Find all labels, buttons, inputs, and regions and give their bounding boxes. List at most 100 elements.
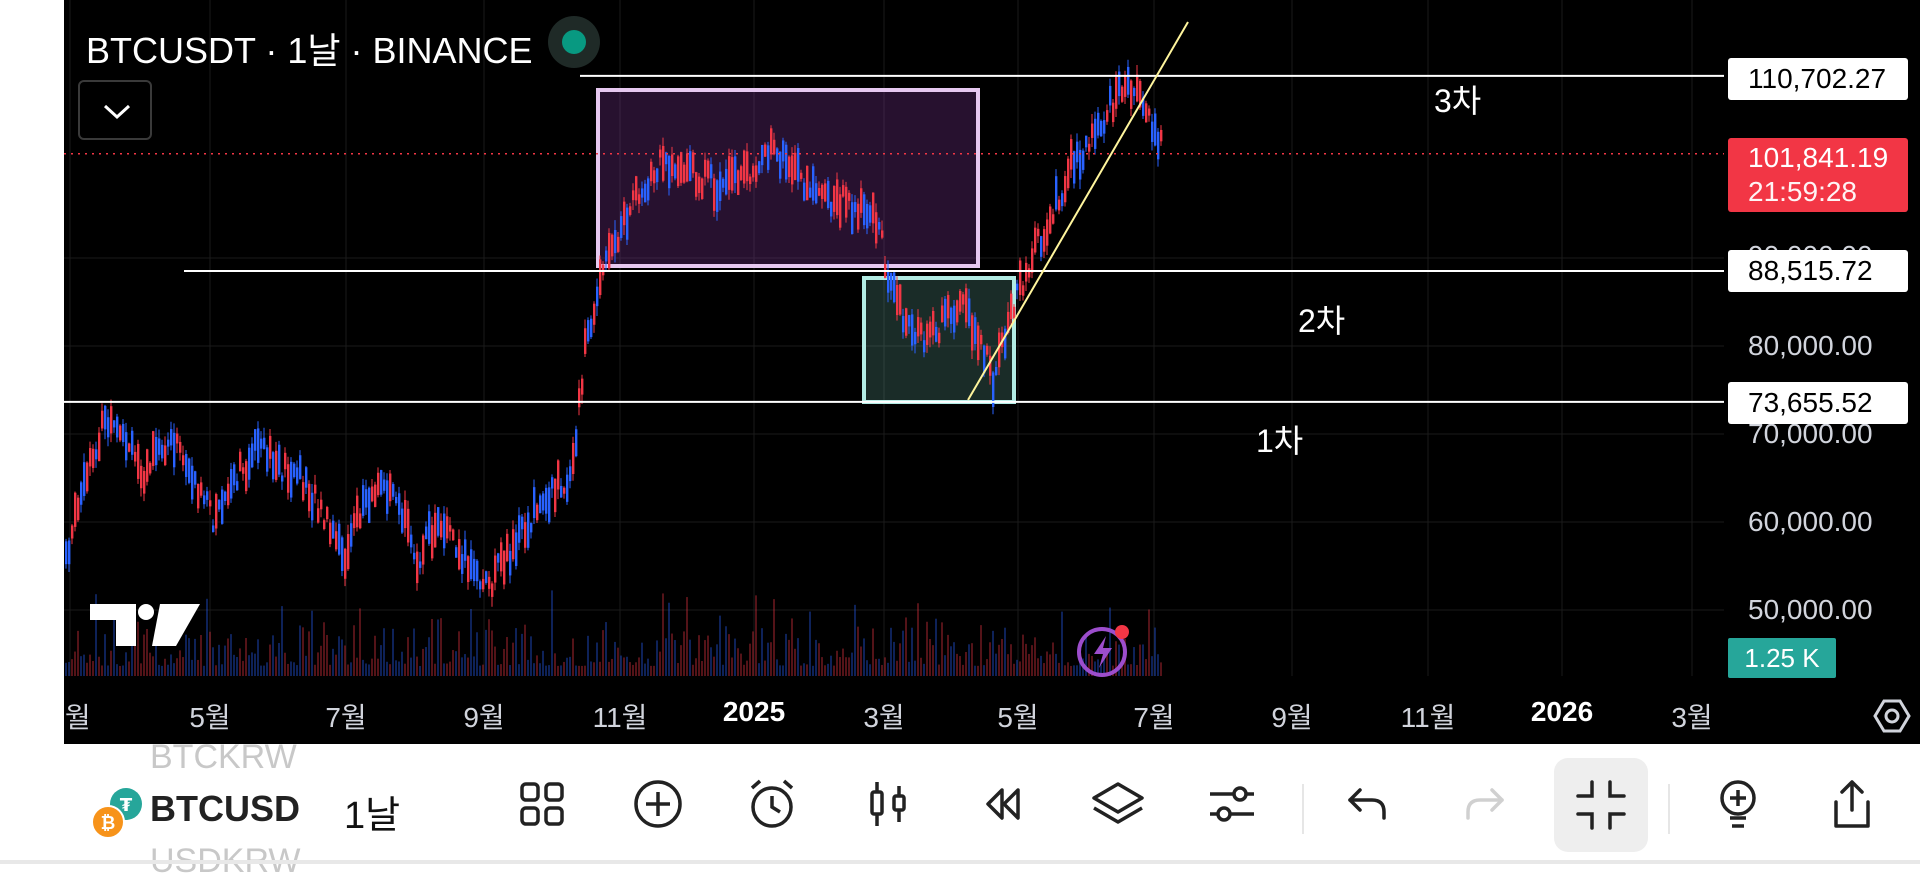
candle-body <box>209 500 212 507</box>
replay-button[interactable] <box>972 774 1032 834</box>
volume-bar <box>770 642 772 676</box>
time-axis-label: 11월 <box>1400 702 1456 733</box>
volume-bar <box>656 640 658 676</box>
flash-icon[interactable] <box>1074 620 1134 680</box>
volume-bar <box>1067 662 1069 676</box>
share-button[interactable] <box>1822 774 1882 834</box>
candle-body <box>857 203 860 230</box>
candle-body <box>134 451 137 462</box>
volume-bar <box>995 653 997 676</box>
candle-body <box>1073 151 1076 184</box>
candle-body <box>647 178 650 201</box>
symbol-selector[interactable]: BTCUSDT <box>150 788 300 829</box>
volume-bar <box>1004 627 1006 676</box>
price-axis-label: 80,000.00 <box>1748 330 1873 361</box>
volume-bar <box>926 621 928 676</box>
volume-bar <box>1148 609 1150 676</box>
volume-bar <box>299 625 301 676</box>
volume-bar <box>647 658 649 676</box>
volume-bar <box>191 659 193 676</box>
candle-body <box>269 435 272 459</box>
candle-body <box>419 561 422 568</box>
volume-bar <box>911 627 913 676</box>
candle-body <box>110 406 113 434</box>
volume-bar <box>1001 638 1003 676</box>
volume-bar <box>260 665 262 676</box>
candle-body <box>458 539 461 570</box>
price-chart[interactable] <box>64 0 1920 744</box>
candle-body <box>533 487 536 519</box>
chart-settings-icon[interactable] <box>1872 696 1912 736</box>
candle-body <box>911 314 914 346</box>
candle-body <box>71 525 74 539</box>
candle-body <box>305 467 308 488</box>
interval-selector[interactable]: 1날 <box>344 795 401 837</box>
chart-settings-button[interactable] <box>1202 774 1262 834</box>
alarm-icon <box>750 779 794 828</box>
candle-body <box>1079 149 1082 180</box>
candle-body <box>587 320 590 342</box>
candle-body <box>695 172 698 197</box>
candle-body <box>692 152 695 174</box>
candle-body <box>788 156 791 178</box>
candle-body <box>578 388 581 408</box>
volume-bar <box>428 637 430 676</box>
candle-body <box>1052 214 1055 224</box>
lightbulb-icon <box>1720 780 1756 828</box>
volume-bar <box>539 663 541 676</box>
candle-body <box>1061 193 1064 207</box>
volume-bar <box>461 657 463 676</box>
volume-bar <box>1127 664 1129 676</box>
candle-body <box>167 439 170 447</box>
volume-bar <box>350 662 352 676</box>
volume-bar <box>1157 654 1159 676</box>
volume-bar <box>950 646 952 676</box>
volume-bar <box>581 665 583 676</box>
volume-bar <box>587 635 589 676</box>
volume-bar <box>1085 636 1087 676</box>
candle-body <box>584 328 587 354</box>
volume-bar <box>392 628 394 676</box>
redo-button[interactable] <box>1454 774 1514 834</box>
chart-area[interactable]: BTCUSDT · 1날 · BINANCE 3차 2차 1차 90,000.0… <box>64 0 1920 744</box>
undo-button[interactable] <box>1338 774 1398 834</box>
candle-body <box>908 315 911 327</box>
ideas-button[interactable] <box>1708 774 1768 834</box>
volume-bar <box>620 655 622 676</box>
volume-bar <box>1022 634 1024 676</box>
volume-bar <box>86 662 88 676</box>
candle-body <box>830 201 833 217</box>
candle-body <box>365 489 368 508</box>
candle-body <box>845 186 848 218</box>
candle-body <box>623 201 626 226</box>
alert-button[interactable] <box>742 774 802 834</box>
volume-bar <box>365 663 367 676</box>
volume-bar <box>206 598 208 676</box>
candle-body <box>782 140 785 162</box>
volume-bar <box>1025 643 1027 676</box>
volume-bar <box>851 652 853 676</box>
volume-bar <box>302 627 304 676</box>
legend-toggle-button[interactable] <box>78 80 152 140</box>
candle-body <box>779 151 782 179</box>
indicators-grid-button[interactable] <box>512 774 572 834</box>
volume-bar <box>188 638 190 676</box>
volume-bar <box>134 616 136 676</box>
volume-bar <box>284 652 286 676</box>
volume-bar <box>719 615 721 676</box>
layers-button[interactable] <box>1088 774 1148 834</box>
candle-body <box>539 495 542 514</box>
candle-body <box>860 188 863 213</box>
volume-bar <box>593 662 595 676</box>
volume-bar <box>128 661 130 676</box>
chart-type-button[interactable] <box>858 774 918 834</box>
candle-body <box>827 180 830 209</box>
symbol-title[interactable]: BTCUSDT · 1날 · BINANCE <box>86 30 533 71</box>
fullscreen-exit-button[interactable] <box>1554 758 1648 852</box>
chevron-down-icon <box>103 104 131 120</box>
compare-add-button[interactable] <box>628 774 688 834</box>
volume-bar <box>479 665 481 676</box>
candle-body <box>149 462 152 474</box>
level-price-label: 73,655.52 <box>1728 382 1908 424</box>
candle-body <box>491 583 494 597</box>
